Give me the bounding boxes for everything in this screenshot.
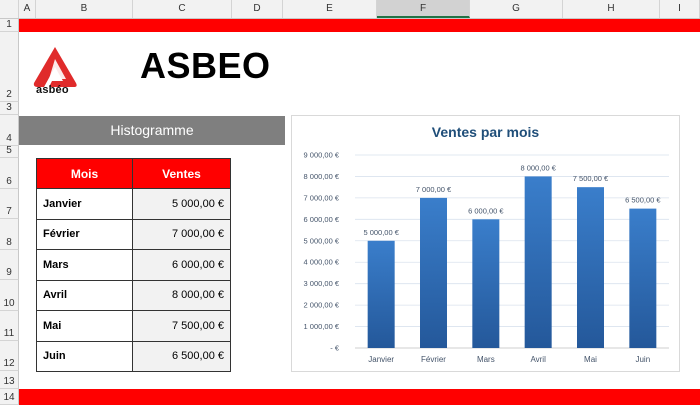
asbeo-logo-icon [33,47,77,87]
row-header-8[interactable]: 8 [0,219,19,250]
table-row: Juin 6 500,00 € [36,340,231,372]
cell-ventes[interactable]: 7 500,00 € [132,310,231,342]
x-category-label: Juin [635,355,650,364]
data-label: 5 000,00 € [363,228,399,237]
cell-ventes[interactable]: 8 000,00 € [132,279,231,311]
y-tick-label: 6 000,00 € [304,215,340,224]
data-label: 7 500,00 € [573,174,609,183]
header-ventes[interactable]: Ventes [132,158,231,189]
x-category-label: Janvier [368,355,394,364]
bar-mars[interactable] [472,219,500,348]
y-tick-label: 8 000,00 € [304,172,340,181]
column-header-f[interactable]: F [377,0,470,18]
data-label: 6 500,00 € [625,196,661,205]
row-header-3[interactable]: 3 [0,102,19,115]
column-header-b[interactable]: B [36,0,133,18]
row-header-2[interactable]: 2 [0,32,19,102]
column-header-h[interactable]: H [563,0,660,18]
row-header-14[interactable]: 14 [0,389,19,405]
row-header-12[interactable]: 12 [0,341,19,371]
cell-ventes[interactable]: 6 000,00 € [132,249,231,281]
row-header-6[interactable]: 6 [0,158,19,189]
sales-table: Mois Ventes Janvier 5 000,00 € Février 7… [36,158,231,372]
column-header-e[interactable]: E [283,0,377,18]
column-header-i[interactable]: I [660,0,700,18]
brand-title: ASBEO [140,45,271,86]
data-label: 8 000,00 € [520,163,556,172]
table-row: Avril 8 000,00 € [36,279,231,311]
column-header-bar [0,0,700,19]
table-header-row: Mois Ventes [36,158,231,189]
column-header-g[interactable]: G [470,0,563,18]
select-all-corner[interactable] [0,0,19,18]
chart-title: Ventes par mois [431,124,540,140]
cell-mois[interactable]: Février [36,218,133,250]
top-red-band [19,19,700,32]
bottom-red-band [19,389,700,405]
row-header-4[interactable]: 4 [0,115,19,146]
bar-chart: - € 1 000,00 € 2 000,00 € 3 000,00 € 4 000,0… [304,151,669,364]
row-header-7[interactable]: 7 [0,189,19,219]
bar-mai[interactable] [577,187,604,348]
y-tick-label: - € [330,344,340,353]
table-row: Janvier 5 000,00 € [36,188,231,220]
cell-mois[interactable]: Mars [36,249,133,281]
y-tick-label: 3 000,00 € [304,279,340,288]
cell-mois[interactable]: Juin [36,340,133,372]
cell-mois[interactable]: Avril [36,279,133,311]
y-tick-label: 5 000,00 € [304,236,340,245]
row-header-9[interactable]: 9 [0,250,19,280]
data-label: 7 000,00 € [416,185,452,194]
header-mois[interactable]: Mois [36,158,133,189]
y-tick-label: 2 000,00 € [304,301,340,310]
table-row: Mars 6 000,00 € [36,249,231,281]
logo-wordmark: asbéo [36,84,69,96]
y-tick-label: 1 000,00 € [304,322,340,331]
row-header-5[interactable]: 5 [0,145,19,158]
row-header-13[interactable]: 13 [0,371,19,389]
row-header-10[interactable]: 10 [0,280,19,311]
y-tick-label: 4 000,00 € [304,258,340,267]
y-tick-label: 7 000,00 € [304,193,340,202]
row-header-11[interactable]: 11 [0,311,19,341]
y-tick-label: 9 000,00 € [304,151,340,160]
cell-mois[interactable]: Mai [36,310,133,342]
section-title-bar: Histogramme [19,116,285,145]
bar-février[interactable] [420,197,447,348]
bar-juin[interactable] [629,208,657,348]
x-category-label: Mai [584,355,597,364]
cell-mois[interactable]: Janvier [36,188,133,220]
bar-avril[interactable] [524,176,552,348]
bar-janvier[interactable] [367,240,395,348]
data-label: 6 000,00 € [468,206,504,215]
cell-ventes[interactable]: 6 500,00 € [132,340,231,372]
x-category-label: Février [421,355,446,364]
table-row: Mai 7 500,00 € [36,310,231,342]
column-header-c[interactable]: C [133,0,232,18]
x-category-label: Avril [530,355,546,364]
table-row: Février 7 000,00 € [36,218,231,250]
column-header-a[interactable]: A [19,0,36,18]
row-header-1[interactable]: 1 [0,19,19,32]
x-category-label: Mars [477,355,495,364]
column-header-d[interactable]: D [232,0,283,18]
cell-ventes[interactable]: 5 000,00 € [132,188,231,220]
cell-ventes[interactable]: 7 000,00 € [132,218,231,250]
